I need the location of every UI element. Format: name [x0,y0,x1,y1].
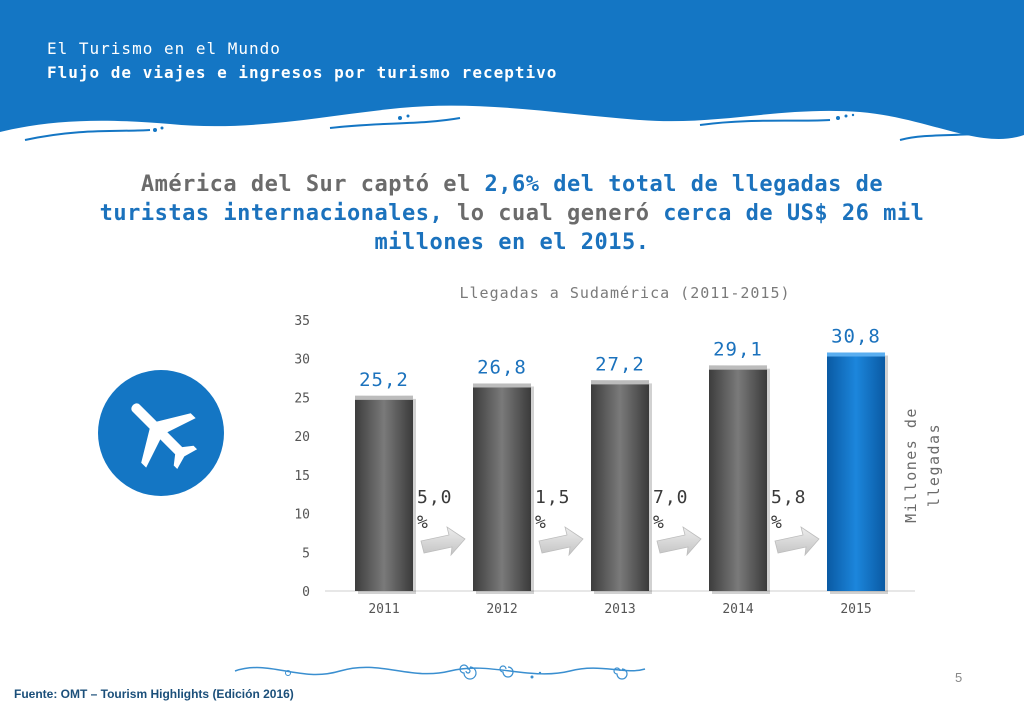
arrow-right-icon [420,526,466,557]
bar-2011 [355,395,413,591]
y-tick-label: 20 [294,430,310,445]
bar-top-highlight [827,352,885,357]
y-axis-label: Millones de [902,407,920,523]
y-tick-label: 0 [302,585,310,600]
y-tick-label: 5 [302,546,310,561]
headline-highlight: cerca de US$ 26 mil millones en el 2015. [374,201,925,255]
bar-2015 [827,352,885,591]
bar-top-highlight [709,365,767,370]
bar-2012 [473,383,531,591]
value-label: 30,8 [831,326,881,348]
growth-label: 5,0 [417,487,453,508]
y-tick-label: 10 [294,508,310,523]
value-label: 26,8 [477,356,527,378]
growth-label-unit: % [771,512,782,533]
source-note: Fuente: OMT – Tourism Highlights (Edició… [14,687,294,701]
arrow-right-icon [656,526,702,557]
growth-label-unit: % [653,512,664,533]
arrow-right-icon [538,526,584,557]
bar-top-highlight [591,380,649,385]
airplane-icon [98,370,224,496]
headline-highlight: 2,6% del total de llegadas de turistas i… [99,172,884,226]
x-tick-label: 2014 [722,602,753,617]
page-number: 5 [955,670,963,685]
arrow-right-icon [774,526,820,557]
header-subtitle: Flujo de viajes e ingresos por turismo r… [47,63,558,82]
growth-label: 5,8 [771,487,807,508]
headline-text: América del Sur captó el [140,172,485,197]
chart-title: Llegadas a Sudamérica (2011-2015) [459,284,790,302]
growth-label-unit: % [417,512,428,533]
y-tick-label: 25 [294,391,310,406]
bar-top-highlight [355,395,413,400]
x-tick-label: 2012 [486,602,517,617]
header-title: El Turismo en el Mundo [47,39,281,58]
y-tick-label: 30 [294,353,310,368]
growth-label-unit: % [535,512,546,533]
y-axis-label: llegadas [925,423,943,507]
bar-2014 [709,365,767,591]
growth-label: 1,5 [535,487,571,508]
x-tick-label: 2013 [604,602,635,617]
y-tick-label: 15 [294,469,310,484]
header-wave-banner [0,0,1024,141]
headline-text: lo cual generó [443,201,664,226]
bar-top-highlight [473,383,531,388]
y-tick-label: 35 [294,314,310,329]
x-tick-label: 2011 [368,602,399,617]
footer-wave-decoration [234,664,646,680]
value-label: 27,2 [595,353,645,375]
x-tick-label: 2015 [840,602,871,617]
value-label: 29,1 [713,339,763,361]
headline: América del Sur captó el 2,6% del total … [90,170,934,257]
value-label: 25,2 [359,369,409,391]
bar-2013 [591,380,649,591]
growth-label: 7,0 [653,487,689,508]
